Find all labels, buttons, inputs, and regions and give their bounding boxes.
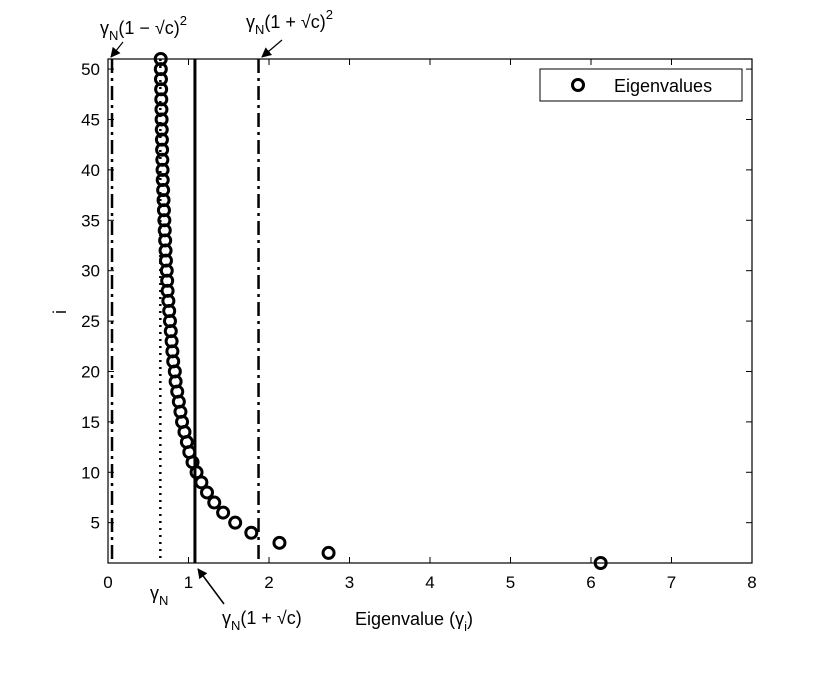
x-tick-label: 2 — [264, 573, 273, 592]
y-tick-label: 15 — [81, 413, 100, 432]
eigenvalue-point — [593, 556, 608, 570]
plot-area — [107, 58, 753, 564]
eigenvalue-point — [272, 535, 287, 550]
x-tick-label: 5 — [506, 573, 515, 592]
eigenvalue-point — [321, 545, 336, 560]
eigenvalue-point — [216, 505, 231, 520]
annotation-one-plus-sqrtc-arrow — [197, 568, 225, 605]
y-tick-label: 40 — [81, 161, 100, 180]
data-points — [153, 52, 608, 570]
x-tick-label: 4 — [425, 573, 434, 592]
annotation-upper-edge: γN(1 + √c)2 — [246, 7, 333, 37]
annotation-gamma-n: γN — [150, 583, 168, 608]
y-tick-label: 25 — [81, 312, 100, 331]
legend-label: Eigenvalues — [614, 76, 712, 96]
legend-marker — [571, 78, 585, 92]
eigenvalue-point — [153, 52, 168, 66]
y-tick-label: 20 — [81, 362, 100, 381]
y-tick-label: 5 — [91, 514, 100, 533]
legend: Eigenvalues — [539, 68, 743, 102]
y-tick-label: 45 — [81, 110, 100, 129]
x-tick-label: 3 — [345, 573, 354, 592]
x-tick-label: 7 — [667, 573, 676, 592]
x-tick-label: 6 — [586, 573, 595, 592]
x-axis-title: Eigenvalue (γi) — [355, 609, 473, 634]
x-tick-label: 0 — [103, 573, 112, 592]
y-tick-label: 30 — [81, 262, 100, 281]
eigenvalue-point — [228, 515, 243, 530]
x-tick-label: 1 — [184, 573, 193, 592]
annotation-upper-edge-arrow — [261, 39, 283, 58]
y-tick-label: 10 — [81, 463, 100, 482]
x-tick-label: 8 — [747, 573, 756, 592]
annotation-lower-edge: γN(1 − √c)2 — [100, 13, 187, 43]
annotation-lower-edge-arrow — [110, 41, 124, 58]
eigenvalue-point — [244, 525, 259, 540]
y-tick-label: 35 — [81, 211, 100, 230]
y-axis-title: i — [50, 310, 70, 314]
y-tick-label: 50 — [81, 60, 100, 79]
annotation-one-plus-sqrtc: γN(1 + √c) — [222, 608, 302, 633]
eigenvalue-point — [200, 485, 215, 500]
eigenvalue-point — [207, 495, 222, 510]
